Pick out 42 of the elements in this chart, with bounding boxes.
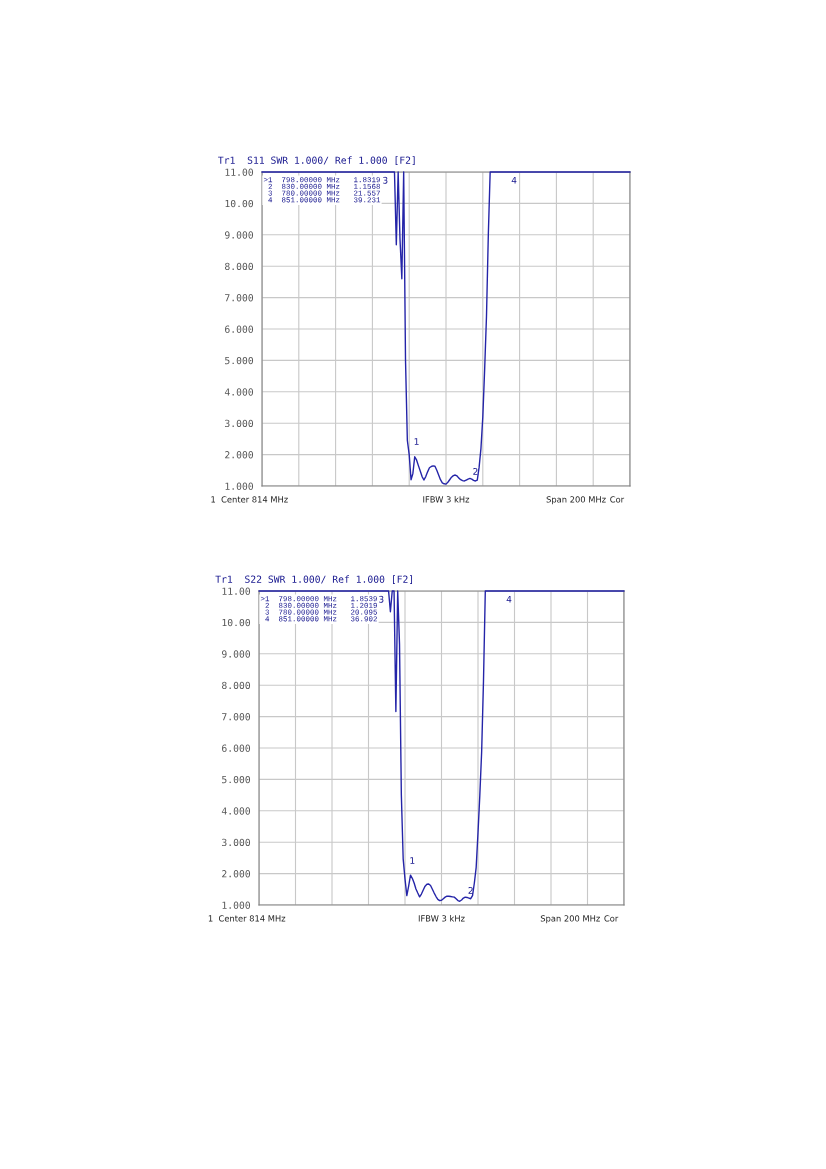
y-tick-label: 9.000 [225,231,254,239]
y-tick-label: 4.000 [224,388,254,396]
text: IFBW 3 kHz [423,496,470,503]
text: Cor [610,496,625,503]
annotation: 1 [414,438,419,445]
y-tick-label: 3.000 [225,419,254,428]
line-series [261,171,631,485]
y-tick-label: 1.000 [225,482,254,490]
text: Span 200 MHz [540,915,600,924]
annotation: 2 [473,468,478,475]
y-tick-label: 1.000 [222,901,251,909]
y-tick-label: 11.00 [225,168,254,176]
y-tick-label: 10.00 [225,199,254,208]
y-tick-label: 3.000 [222,838,251,847]
annotation: 3 [379,595,384,603]
y-tick-label: 6.000 [222,744,251,752]
annotation: 3 [383,176,388,184]
y-tick-label: 4.000 [221,807,251,815]
text: Span 200 MHz [546,496,606,505]
y-tick-label: 5.000 [225,356,254,365]
annotation: 4 [506,595,512,603]
y-tick-label: 8.000 [225,262,254,271]
y-tick-label: 10.00 [222,618,251,627]
y-tick-label: 2.000 [222,870,251,878]
y-tick-label: 5.000 [222,775,251,784]
annotation: 4 [511,176,517,184]
chart-title: Tr1 S22 SWR 1.000/ Ref 1.000 [F2] [215,575,413,584]
text: 1 Center 814 MHz [208,915,286,922]
y-tick-label: 9.000 [222,650,251,658]
annotation: 2 [468,887,473,894]
text: 1 Center 814 MHz [211,496,288,503]
y-tick-label: 8.000 [222,681,251,690]
y-tick-label: 2.000 [225,451,254,459]
chart-title: Tr1 S11 SWR 1.000/ Ref 1.000 [F2] [218,156,415,165]
text: IFBW 3 kHz [418,915,465,922]
y-tick-label: 7.000 [222,713,251,721]
y-tick-label: 6.000 [225,325,254,333]
y-tick-label: 7.000 [225,294,254,302]
y-tick-label: 11.00 [222,587,251,595]
text: Cor [604,915,619,922]
annotation: 1 [410,857,415,864]
line-series [258,590,625,902]
